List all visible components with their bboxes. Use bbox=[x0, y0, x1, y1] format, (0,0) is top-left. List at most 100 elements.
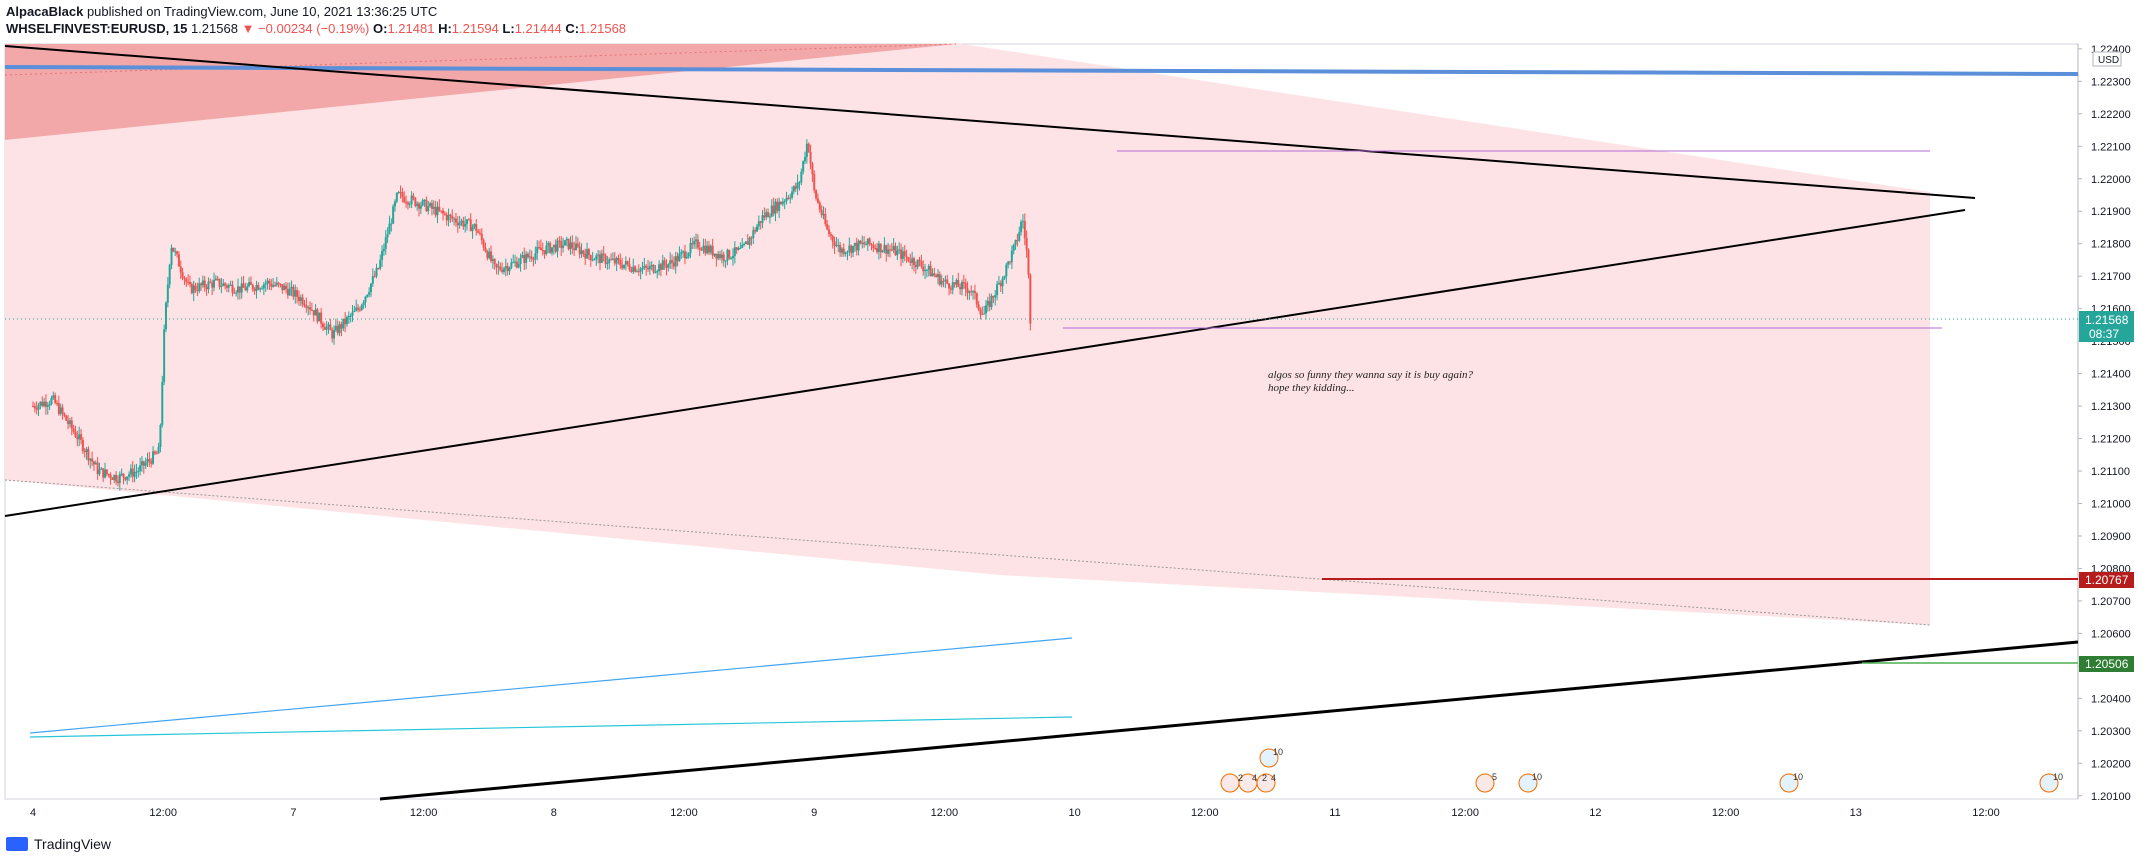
candle-body bbox=[292, 286, 295, 297]
candle-body bbox=[286, 288, 289, 296]
event-count: 2 bbox=[1262, 773, 1267, 783]
candle-body bbox=[682, 251, 685, 253]
event-count: 10 bbox=[2053, 772, 2063, 782]
candle-body bbox=[556, 240, 559, 252]
candle-body bbox=[587, 249, 590, 256]
candle-body bbox=[968, 291, 971, 293]
y-tick-label: 1.20600 bbox=[2091, 628, 2131, 640]
candle-body bbox=[715, 253, 718, 259]
candle-body bbox=[386, 234, 389, 238]
candle-body bbox=[730, 257, 733, 259]
candle-body bbox=[427, 206, 430, 212]
candle-body bbox=[802, 161, 805, 172]
flag-event-icon[interactable] bbox=[1256, 773, 1276, 793]
candle-body bbox=[442, 210, 445, 214]
flag-event-icon[interactable] bbox=[1220, 773, 1240, 793]
candle-body bbox=[118, 474, 121, 483]
author-line: AlpacaBlack published on TradingView.com… bbox=[6, 3, 626, 20]
candle-body bbox=[504, 266, 507, 269]
candle-body bbox=[39, 401, 42, 406]
candle-body bbox=[375, 268, 378, 277]
y-tick-label: 1.21200 bbox=[2091, 434, 2131, 446]
candle-body bbox=[196, 290, 199, 292]
candle-body bbox=[526, 253, 529, 258]
candle-body bbox=[508, 267, 511, 272]
candle-body bbox=[523, 255, 526, 263]
candle-body bbox=[188, 282, 191, 284]
candle-body bbox=[255, 285, 258, 291]
candle-body bbox=[515, 261, 518, 268]
candle-body bbox=[811, 163, 814, 175]
candle-body bbox=[1020, 221, 1023, 233]
candle-body bbox=[831, 235, 834, 242]
candle-body bbox=[999, 282, 1002, 287]
candle-body bbox=[257, 285, 260, 290]
time-axis: 4 12:00 7 12:00 8 12:00 9 12:00 10 12:00 11 12:00 12… bbox=[30, 807, 2000, 819]
candle-body bbox=[506, 266, 509, 272]
candle-body bbox=[115, 474, 118, 482]
candle-body bbox=[50, 397, 53, 405]
y-tick-label: 1.20300 bbox=[2091, 726, 2131, 738]
candle-body bbox=[700, 249, 703, 251]
eu-event-icon[interactable] bbox=[2039, 773, 2059, 793]
price-chart[interactable]: 1.224001.223001.222001.221001.220001.219… bbox=[0, 0, 2147, 830]
candle-body bbox=[617, 257, 620, 261]
candle-body bbox=[32, 406, 34, 408]
candle-body bbox=[351, 311, 354, 316]
candle-body bbox=[275, 282, 278, 286]
candle-body bbox=[613, 258, 616, 264]
candle-body bbox=[528, 256, 531, 258]
candle-body bbox=[499, 266, 502, 270]
candle-body bbox=[262, 284, 265, 289]
candle-body bbox=[912, 258, 915, 266]
candle-body bbox=[72, 428, 75, 432]
eu-event-icon[interactable] bbox=[1779, 773, 1799, 793]
candle-body bbox=[436, 206, 439, 216]
candle-body bbox=[840, 248, 843, 253]
candle-body bbox=[207, 281, 210, 290]
candle-body bbox=[456, 222, 459, 226]
candle-body bbox=[818, 202, 821, 210]
eu-event-icon[interactable] bbox=[1518, 773, 1538, 793]
candle-body bbox=[731, 255, 734, 258]
candle-body bbox=[329, 324, 332, 331]
x-tick-label: 12:00 bbox=[1451, 807, 1479, 819]
low-label: L: bbox=[502, 21, 515, 36]
x-tick-label: 11 bbox=[1329, 807, 1340, 819]
candle-body bbox=[911, 258, 914, 263]
x-tick-label: 12:00 bbox=[1712, 807, 1740, 819]
candle-body bbox=[432, 206, 435, 209]
candle-body bbox=[384, 237, 387, 249]
candle-body bbox=[445, 214, 448, 221]
symbol-label[interactable]: WHSELFINVEST:EURUSD, 15 bbox=[6, 21, 188, 36]
x-tick-label: 12:00 bbox=[1191, 807, 1219, 819]
x-tick-label: 10 bbox=[1068, 807, 1080, 819]
candle-body bbox=[687, 253, 690, 257]
candle-body bbox=[853, 243, 856, 247]
candle-body bbox=[214, 278, 217, 281]
candle-body bbox=[159, 425, 162, 447]
flag-event-icon[interactable] bbox=[1475, 773, 1495, 793]
candle-body bbox=[366, 294, 369, 297]
candle-body bbox=[362, 302, 365, 306]
event-markers[interactable]: 2 4 2 4 10 5 10 10 10 bbox=[1220, 747, 2063, 793]
candle-body bbox=[610, 259, 613, 261]
candle-body bbox=[388, 223, 391, 235]
candle-body bbox=[360, 305, 363, 310]
candle-body bbox=[876, 248, 879, 252]
candle-body bbox=[735, 247, 738, 250]
candle-body bbox=[144, 462, 147, 466]
footer-branding[interactable]: TradingView bbox=[6, 836, 111, 852]
author-name[interactable]: AlpacaBlack bbox=[6, 4, 84, 19]
x-tick-label: 12 bbox=[1589, 807, 1601, 819]
candle-body bbox=[809, 151, 812, 164]
candle-body bbox=[464, 223, 467, 227]
candle-body bbox=[410, 195, 413, 204]
candle-body bbox=[665, 265, 668, 268]
candle-body bbox=[390, 223, 393, 225]
candle-body bbox=[358, 309, 361, 311]
candle-body bbox=[624, 261, 627, 265]
currency-box[interactable] bbox=[2092, 51, 2122, 67]
candle-body bbox=[850, 245, 853, 253]
eu-event-icon[interactable] bbox=[1259, 748, 1279, 768]
